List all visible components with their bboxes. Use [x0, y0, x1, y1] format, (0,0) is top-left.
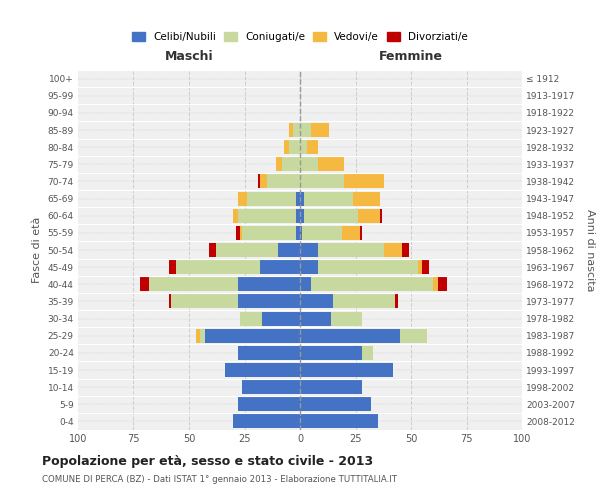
- Bar: [334, 294, 395, 308]
- Bar: [300, 278, 311, 291]
- Text: COMUNE DI PERCA (BZ) - Dati ISTAT 1° gennaio 2013 - Elaborazione TUTTITALIA.IT: COMUNE DI PERCA (BZ) - Dati ISTAT 1° gen…: [42, 475, 397, 484]
- Bar: [289, 123, 293, 137]
- Bar: [293, 123, 300, 137]
- Y-axis label: Fasce di età: Fasce di età: [32, 217, 42, 283]
- Bar: [318, 158, 344, 172]
- Bar: [238, 346, 300, 360]
- Bar: [233, 414, 300, 428]
- Bar: [296, 226, 300, 240]
- Text: Popolazione per età, sesso e stato civile - 2013: Popolazione per età, sesso e stato civil…: [42, 455, 373, 468]
- Bar: [300, 380, 362, 394]
- Bar: [236, 226, 240, 240]
- Bar: [260, 174, 266, 188]
- Bar: [238, 278, 300, 291]
- Bar: [304, 208, 358, 222]
- Bar: [344, 174, 385, 188]
- Bar: [284, 140, 289, 154]
- Bar: [171, 294, 238, 308]
- Bar: [238, 398, 300, 411]
- Bar: [300, 192, 304, 205]
- Bar: [169, 294, 171, 308]
- Bar: [233, 208, 238, 222]
- Bar: [418, 260, 422, 274]
- Bar: [402, 243, 409, 257]
- Bar: [140, 278, 149, 291]
- Bar: [300, 312, 331, 326]
- Bar: [240, 226, 242, 240]
- Bar: [238, 208, 296, 222]
- Bar: [353, 192, 380, 205]
- Bar: [262, 312, 300, 326]
- Bar: [242, 380, 300, 394]
- Bar: [300, 328, 400, 342]
- Bar: [278, 243, 300, 257]
- Bar: [224, 363, 300, 377]
- Bar: [300, 158, 318, 172]
- Bar: [300, 398, 371, 411]
- Bar: [300, 208, 304, 222]
- Bar: [169, 260, 176, 274]
- Bar: [331, 312, 362, 326]
- Bar: [300, 140, 307, 154]
- Bar: [380, 208, 382, 222]
- Text: Femmine: Femmine: [379, 50, 443, 63]
- Bar: [296, 192, 300, 205]
- Bar: [304, 192, 353, 205]
- Bar: [395, 294, 398, 308]
- Bar: [300, 174, 344, 188]
- Bar: [266, 174, 300, 188]
- Text: Maschi: Maschi: [164, 50, 214, 63]
- Bar: [209, 243, 215, 257]
- Bar: [433, 278, 437, 291]
- Bar: [311, 278, 433, 291]
- Y-axis label: Anni di nascita: Anni di nascita: [585, 209, 595, 291]
- Bar: [300, 226, 302, 240]
- Bar: [275, 158, 282, 172]
- Bar: [149, 278, 238, 291]
- Bar: [400, 328, 427, 342]
- Bar: [238, 192, 247, 205]
- Bar: [300, 243, 318, 257]
- Bar: [289, 140, 300, 154]
- Bar: [318, 243, 385, 257]
- Bar: [247, 192, 296, 205]
- Bar: [260, 260, 300, 274]
- Bar: [385, 243, 402, 257]
- Bar: [300, 123, 311, 137]
- Bar: [360, 226, 362, 240]
- Bar: [238, 294, 300, 308]
- Bar: [176, 260, 260, 274]
- Bar: [318, 260, 418, 274]
- Bar: [196, 328, 200, 342]
- Bar: [300, 346, 362, 360]
- Legend: Celibi/Nubili, Coniugati/e, Vedovi/e, Divorziati/e: Celibi/Nubili, Coniugati/e, Vedovi/e, Di…: [129, 28, 471, 45]
- Bar: [300, 260, 318, 274]
- Bar: [282, 158, 300, 172]
- Bar: [342, 226, 360, 240]
- Bar: [300, 363, 393, 377]
- Bar: [258, 174, 260, 188]
- Bar: [422, 260, 429, 274]
- Bar: [200, 328, 205, 342]
- Bar: [296, 208, 300, 222]
- Bar: [311, 123, 329, 137]
- Bar: [300, 294, 334, 308]
- Bar: [437, 278, 446, 291]
- Bar: [300, 414, 378, 428]
- Bar: [358, 208, 380, 222]
- Bar: [362, 346, 373, 360]
- Bar: [307, 140, 318, 154]
- Bar: [240, 312, 262, 326]
- Bar: [215, 243, 278, 257]
- Bar: [242, 226, 296, 240]
- Bar: [302, 226, 342, 240]
- Bar: [205, 328, 300, 342]
